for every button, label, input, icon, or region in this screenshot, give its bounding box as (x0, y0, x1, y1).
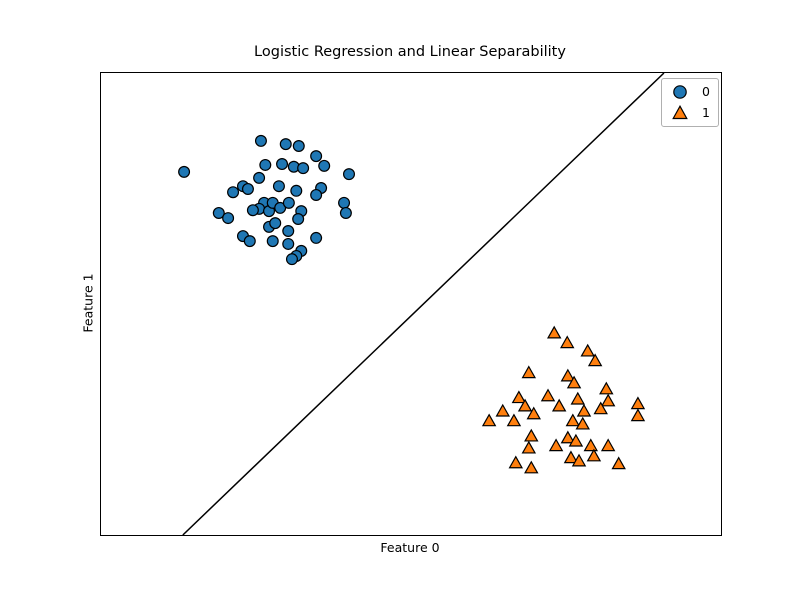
scatter-point-class1 (560, 335, 575, 349)
scatter-point-class1 (526, 406, 541, 420)
scatter-point-class1 (586, 448, 602, 462)
scatter-point-class0 (339, 206, 352, 219)
scatter-point-class1 (599, 381, 614, 395)
scatter-point-class0 (282, 196, 295, 209)
scatter-point-class1 (630, 396, 646, 410)
scatter-point-class0 (259, 158, 272, 171)
scatter-point-class0 (343, 168, 356, 181)
scatter-point-class0 (282, 225, 295, 238)
scatter-point-class1 (495, 403, 510, 417)
scatter-point-class1 (548, 438, 564, 452)
scatter-point-class0 (297, 162, 310, 175)
scatter-point-class1 (560, 368, 576, 382)
scatter-point-class0 (310, 188, 323, 201)
scatter-point-class0 (254, 134, 267, 147)
scatter-point-class0 (292, 139, 305, 152)
scatter-point-class0 (241, 182, 254, 195)
scatter-point-class0 (282, 237, 295, 250)
triangle-marker-icon (672, 105, 688, 120)
legend-label: 1 (702, 104, 710, 120)
x-axis-label: Feature 0 (380, 540, 440, 555)
scatter-point-class1 (611, 456, 626, 470)
scatter-point-class1 (540, 388, 556, 402)
scatter-point-class1 (508, 455, 524, 469)
scatter-point-class0 (212, 206, 225, 219)
scatter-point-class0 (222, 212, 235, 225)
scatter-point-class1 (524, 428, 539, 442)
scatter-point-class1 (583, 438, 599, 452)
scatter-point-class0 (318, 159, 331, 172)
chart-title: Logistic Regression and Linear Separabil… (254, 44, 566, 60)
y-axis-label: Feature 1 (80, 273, 96, 333)
scatter-point-class0 (292, 212, 305, 225)
scatter-point-class1 (575, 416, 590, 430)
scatter-point-class0 (243, 235, 256, 248)
scatter-point-class1 (570, 391, 586, 405)
scatter-point-class1 (511, 390, 527, 404)
scatter-point-class1 (571, 453, 587, 467)
legend-item-1: 1 (671, 104, 710, 122)
scatter-point-class0 (310, 231, 323, 244)
scatter-point-class0 (338, 196, 351, 209)
scatter-plot-canvas (178, 73, 665, 535)
scatter-point-class1 (563, 450, 579, 464)
scatter-point-class1 (568, 433, 584, 447)
scatter-point-class1 (521, 365, 537, 379)
scatter-point-class1 (560, 430, 576, 444)
scatter-point-class1 (506, 413, 522, 427)
scatter-point-class1 (546, 325, 562, 339)
scatter-point-class0 (285, 253, 298, 266)
scatter-point-class1 (630, 408, 646, 422)
scatter-point-class1 (593, 401, 608, 415)
scatter-point-class0 (269, 217, 282, 230)
scatter-point-class1 (576, 403, 592, 417)
scatter-point-class0 (178, 165, 191, 178)
scatter-point-class0 (290, 184, 303, 197)
scatter-point-class1 (481, 413, 497, 427)
scatter-point-class1 (566, 375, 582, 389)
scatter-point-class1 (565, 413, 581, 427)
scatter-point-class1 (551, 398, 567, 412)
scatter-point-class0 (310, 150, 323, 163)
scatter-point-class1 (517, 398, 533, 412)
scatter-point-class1 (521, 440, 537, 454)
scatter-point-class0 (276, 158, 289, 171)
scatter-point-class1 (600, 438, 616, 452)
scatter-point-class1 (524, 460, 539, 474)
scatter-point-class0 (246, 204, 259, 217)
decision-boundary-line (182, 73, 665, 535)
scatter-point-class1 (587, 353, 603, 367)
legend-label: 0 (702, 83, 710, 99)
scatter-point-class0 (272, 180, 285, 193)
scatter-point-class0 (227, 186, 240, 199)
circle-marker-icon (673, 85, 687, 99)
scatter-point-class1 (600, 393, 616, 407)
scatter-point-class0 (274, 201, 287, 214)
scatter-point-class0 (253, 171, 266, 184)
legend-item-0: 0 (671, 83, 710, 101)
scatter-point-class0 (279, 138, 292, 151)
scatter-point-class0 (266, 235, 279, 248)
scatter-point-class1 (580, 343, 595, 357)
